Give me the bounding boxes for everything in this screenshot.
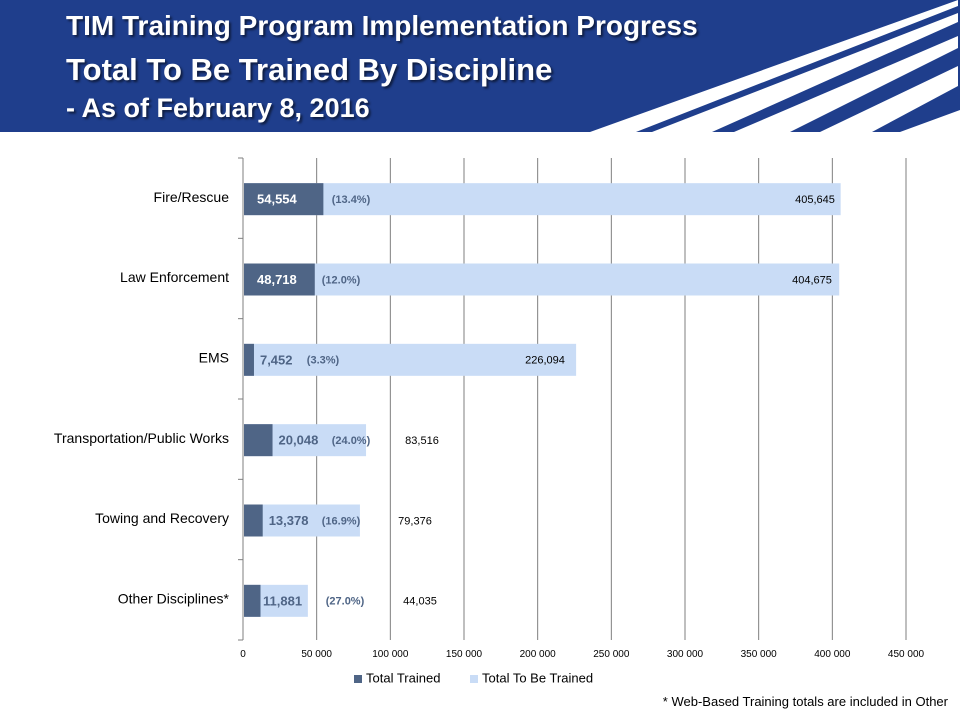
data-label-percent: (16.9%) — [322, 515, 361, 527]
title-line-3: - As of February 8, 2016 — [66, 93, 370, 123]
category-label: Law Enforcement — [120, 269, 229, 285]
data-label-percent: (13.4%) — [332, 194, 371, 206]
x-tick-label: 0 — [240, 649, 246, 660]
legend-label-total-to-be-trained: Total To Be Trained — [482, 670, 593, 685]
x-tick-label: 50 000 — [301, 649, 332, 660]
x-tick-label: 100 000 — [372, 649, 409, 660]
bar-total-trained — [244, 424, 273, 457]
bar-total-to-be-trained — [244, 504, 360, 537]
x-tick-label: 350 000 — [741, 649, 778, 660]
data-label-total: 83,516 — [405, 435, 439, 447]
legend-label-total-trained: Total Trained — [366, 670, 440, 685]
data-label-total: 404,675 — [792, 274, 832, 286]
data-label-percent: (12.0%) — [322, 274, 361, 286]
bar-total-trained — [244, 183, 324, 216]
category-label: Transportation/Public Works — [54, 430, 229, 446]
category-label: Towing and Recovery — [95, 510, 229, 526]
legend-swatch-total-trained — [354, 675, 362, 683]
data-label-total: 226,094 — [525, 355, 565, 367]
data-label-trained: 48,718 — [257, 272, 297, 287]
x-tick-label: 250 000 — [593, 649, 630, 660]
data-label-total: 405,645 — [795, 194, 835, 206]
data-label-trained: 7,452 — [260, 352, 293, 367]
category-label: EMS — [199, 350, 229, 366]
x-tick-label: 400 000 — [814, 649, 851, 660]
legend-swatch-total-to-be-trained — [470, 675, 478, 683]
bar-total-to-be-trained — [244, 183, 841, 216]
data-label-percent: (24.0%) — [332, 435, 371, 447]
data-label-total: 79,376 — [398, 515, 432, 527]
data-label-trained: 13,378 — [269, 513, 309, 528]
bar-chart: 0 50 000 100 000 150 000 200 000 250 000 300 0… — [54, 157, 925, 685]
x-tick-label: 300 000 — [667, 649, 704, 660]
data-label-total: 44,035 — [403, 596, 437, 608]
x-tick-label: 200 000 — [520, 649, 557, 660]
data-label-trained: 54,554 — [257, 192, 298, 207]
header-banner: TIM Training Program Implementation Prog… — [0, 0, 960, 132]
title-line-1: TIM Training Program Implementation Prog… — [66, 10, 698, 41]
bar-total-trained — [244, 343, 254, 376]
footnote: * Web-Based Training totals are included… — [662, 694, 948, 709]
data-label-percent: (3.3%) — [307, 355, 340, 367]
x-tick-label: 150 000 — [446, 649, 483, 660]
data-label-trained: 11,881 — [263, 593, 302, 608]
x-tick-label: 450 000 — [888, 649, 925, 660]
swoosh-graphic — [590, 0, 960, 132]
category-label: Other Disciplines* — [118, 591, 230, 607]
bar-total-trained — [244, 263, 315, 296]
bar-total-to-be-trained — [244, 263, 840, 296]
bar-total-trained — [244, 584, 261, 617]
title-line-2: Total To Be Trained By Discipline — [66, 52, 553, 87]
bar-total-trained — [244, 504, 263, 537]
category-label: Fire/Rescue — [154, 189, 230, 205]
data-label-trained: 20,048 — [279, 433, 319, 448]
data-label-percent: (27.0%) — [326, 596, 365, 608]
bar-total-to-be-trained — [244, 343, 577, 376]
